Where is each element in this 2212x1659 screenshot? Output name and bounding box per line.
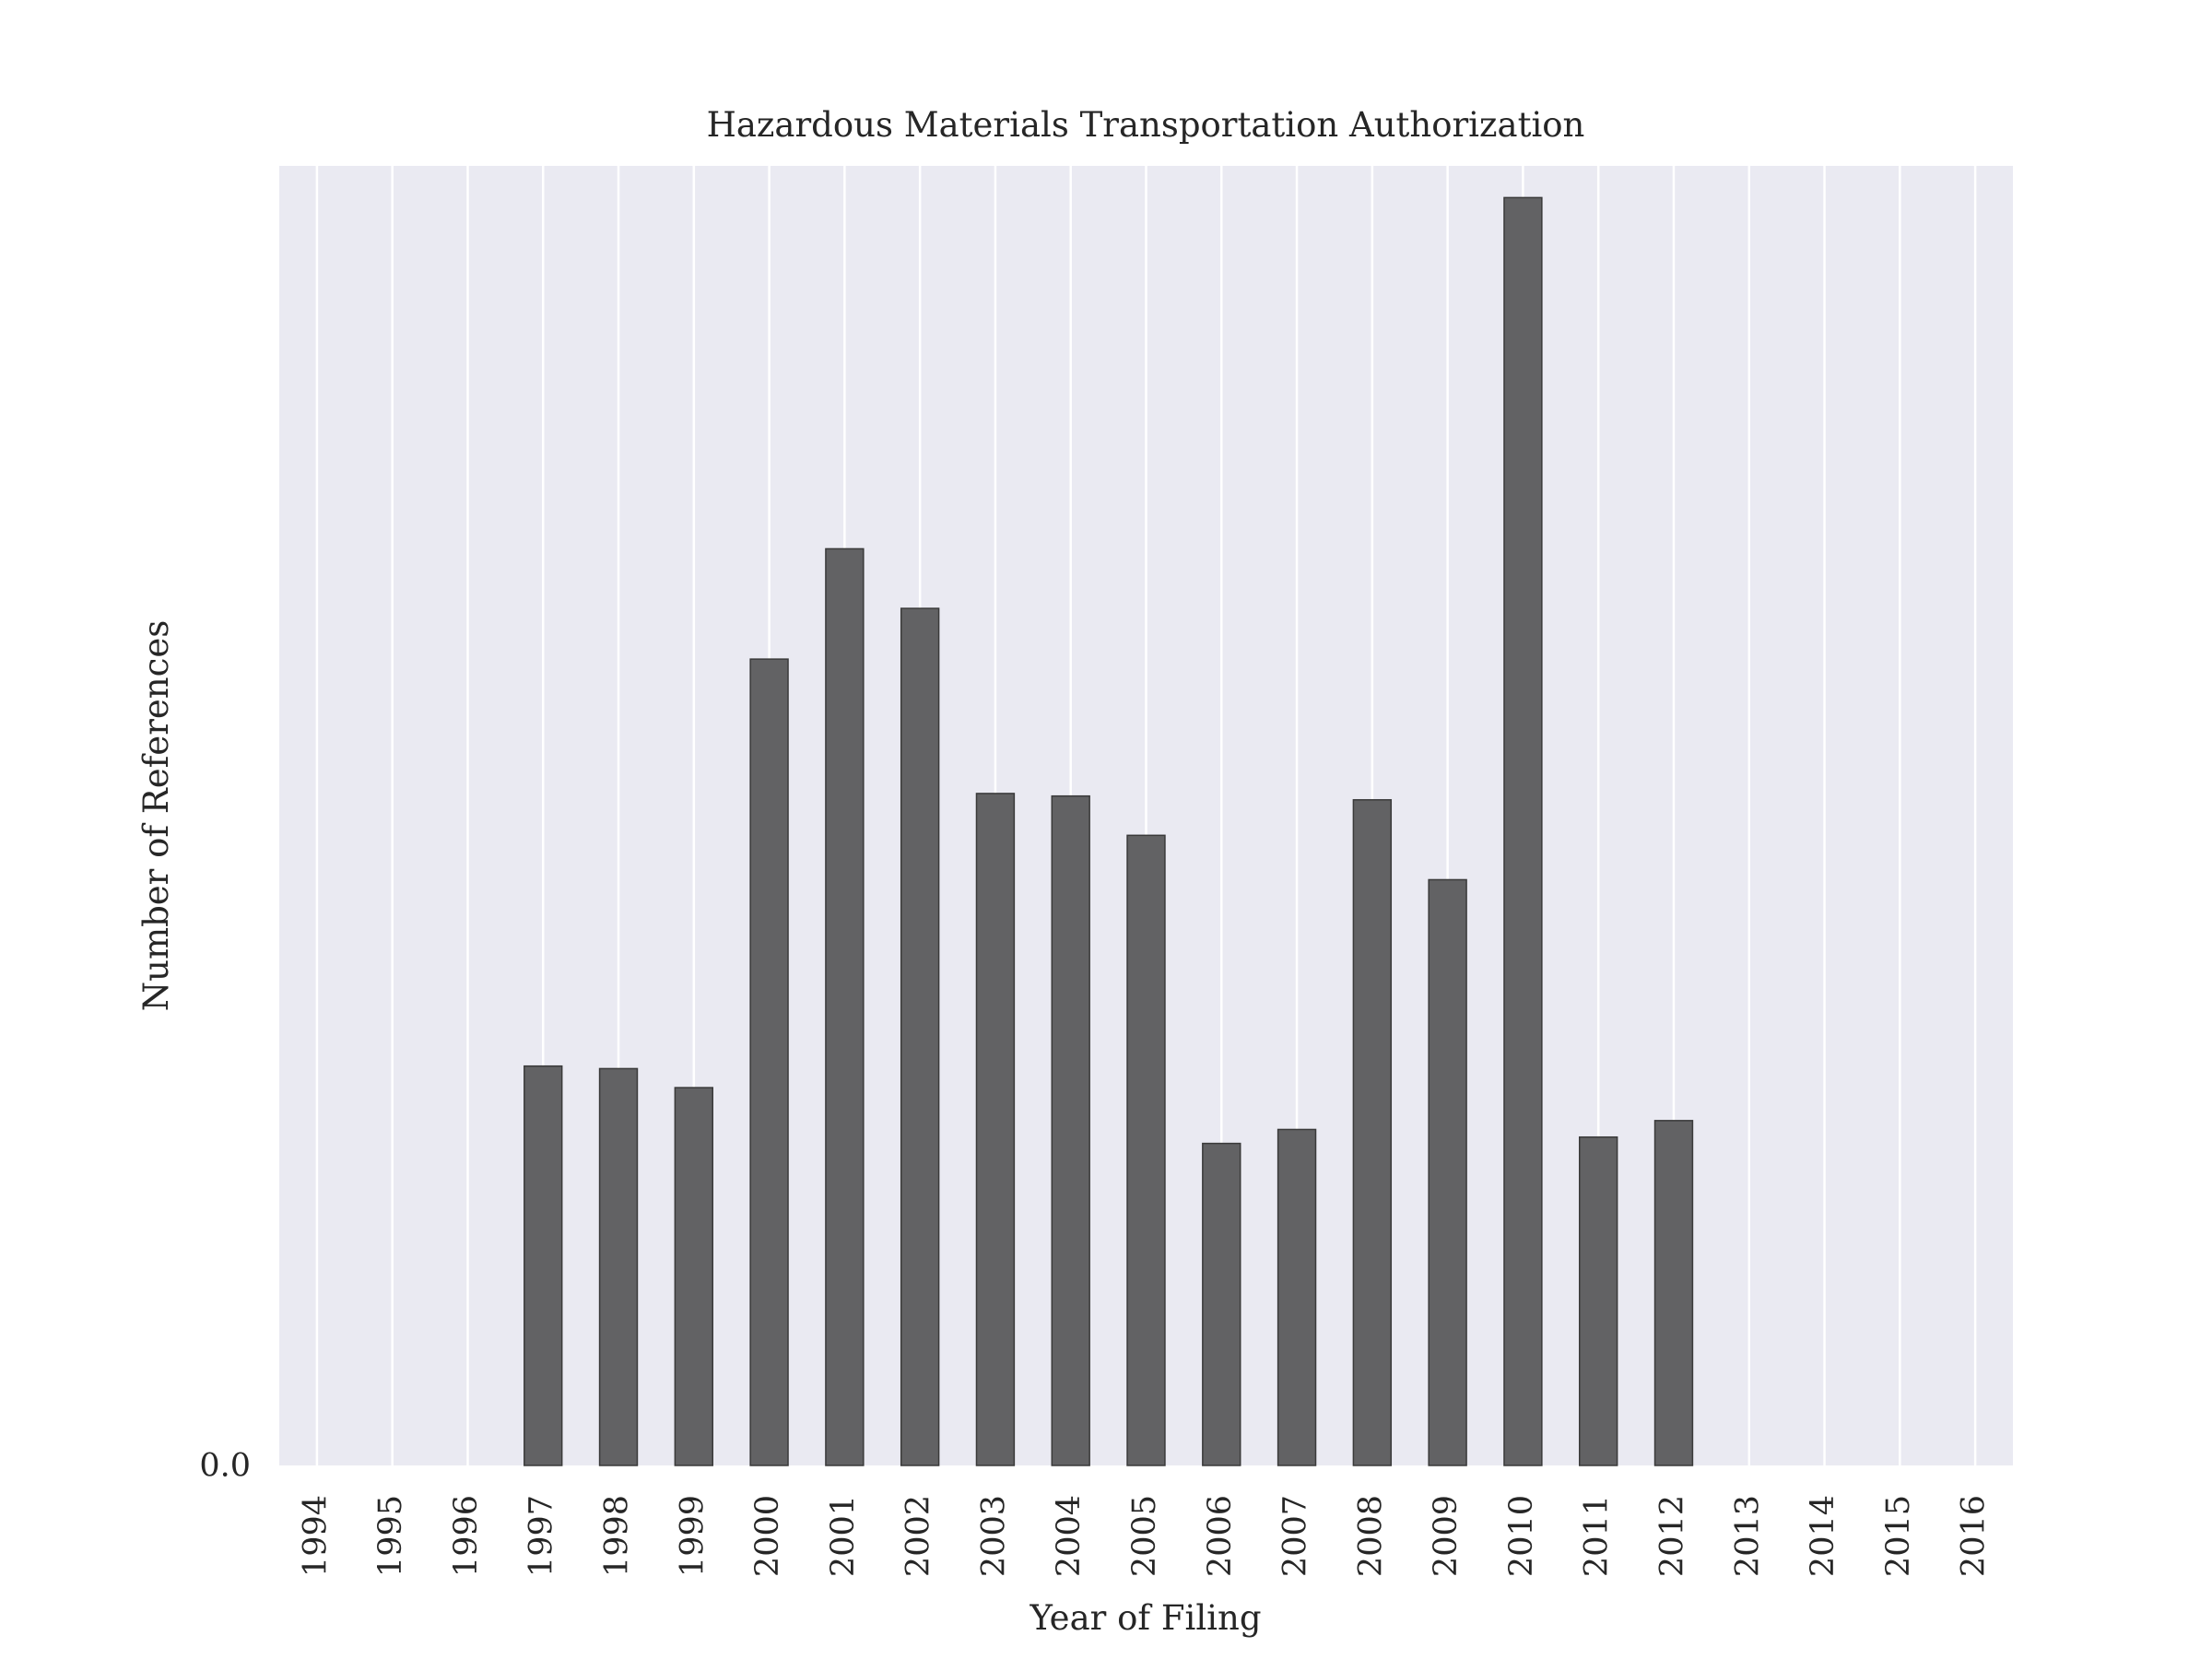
bar-1997 (524, 1065, 563, 1466)
x-tick-label-2008: 2008 (1352, 1495, 1389, 1577)
bar-2008 (1352, 799, 1393, 1466)
x-tick-label-2002: 2002 (900, 1495, 937, 1577)
bar-2006 (1202, 1142, 1241, 1466)
x-tick-label-1994: 1994 (297, 1495, 334, 1577)
x-tick-label-2009: 2009 (1428, 1495, 1465, 1577)
x-tick-label-2004: 2004 (1051, 1495, 1088, 1577)
x-tick-label-2000: 2000 (749, 1495, 786, 1577)
bar-2001 (825, 547, 865, 1466)
bar-2000 (749, 658, 789, 1466)
x-tick-label-1995: 1995 (372, 1495, 409, 1577)
x-tick-label-2014: 2014 (1805, 1495, 1841, 1577)
bars (524, 196, 1694, 1466)
x-tick-label-2016: 2016 (1956, 1495, 1993, 1577)
chart-title: Hazardous Materials Transportation Autho… (707, 105, 1585, 145)
bar-2004 (1051, 794, 1090, 1466)
x-tick-label-1998: 1998 (599, 1495, 636, 1577)
bar-2011 (1579, 1135, 1618, 1466)
x-tick-label-2006: 2006 (1202, 1495, 1239, 1577)
y-tick-label: 0.0 (199, 1448, 251, 1485)
x-tick-label-2015: 2015 (1880, 1495, 1917, 1577)
x-tick-label-2012: 2012 (1653, 1495, 1690, 1577)
y-axis-label: Number of References (136, 620, 176, 1011)
bar-2012 (1653, 1120, 1694, 1466)
x-tick-labels: 1994 1995 1996 1997 1998 1999 2000 2001 2002 2003… (297, 1495, 1992, 1577)
x-tick-label-2005: 2005 (1126, 1495, 1163, 1577)
bar-2009 (1428, 878, 1467, 1466)
bar-1998 (598, 1067, 639, 1466)
bar-2002 (900, 607, 940, 1466)
bar-1999 (674, 1087, 714, 1466)
x-tick-label-2007: 2007 (1277, 1495, 1314, 1577)
x-tick-label-2013: 2013 (1729, 1495, 1766, 1577)
x-tick-label-2010: 2010 (1503, 1495, 1540, 1577)
bar-2005 (1126, 834, 1166, 1466)
x-axis-label: Year of Filing (1029, 1598, 1261, 1638)
bar-2010 (1503, 196, 1543, 1466)
x-tick-label-1996: 1996 (448, 1495, 485, 1577)
x-tick-label-2003: 2003 (975, 1495, 1012, 1577)
x-tick-label-1997: 1997 (524, 1495, 560, 1577)
x-tick-label-2001: 2001 (825, 1495, 862, 1577)
bar-2003 (975, 793, 1016, 1466)
x-tick-label-1999: 1999 (674, 1495, 711, 1577)
bar-2007 (1277, 1128, 1317, 1466)
x-tick-label-2011: 2011 (1579, 1495, 1616, 1577)
